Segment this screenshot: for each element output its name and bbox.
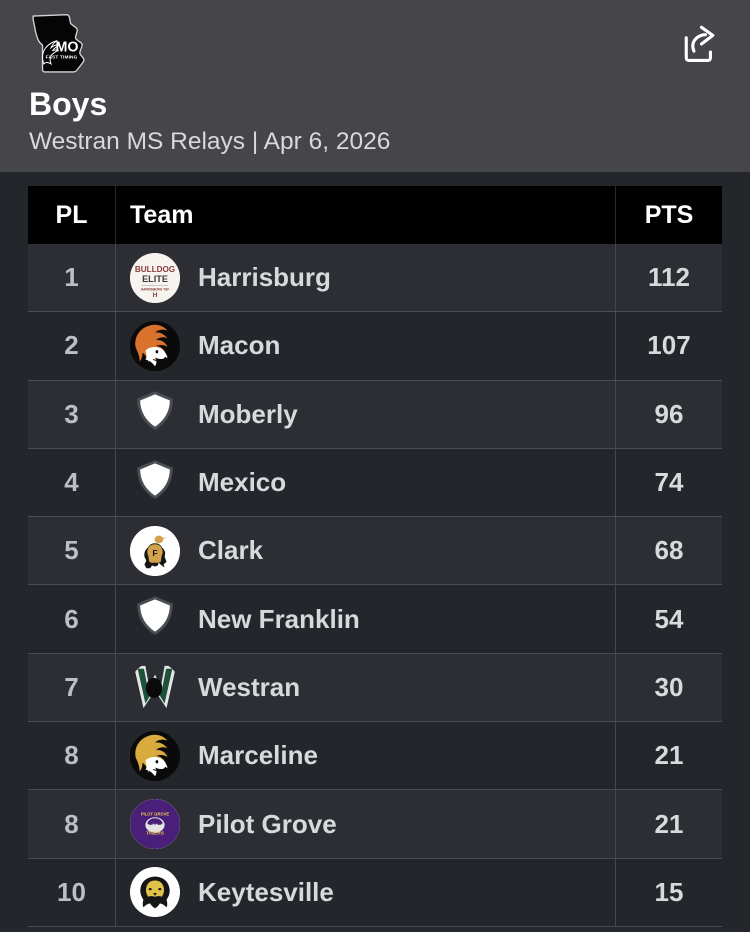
svg-text:H: H — [153, 292, 158, 299]
svg-text:ELITE: ELITE — [142, 273, 168, 283]
svg-text:MO: MO — [55, 39, 78, 55]
svg-text:BULLDOG: BULLDOG — [135, 265, 175, 274]
svg-text:F: F — [152, 548, 157, 558]
svg-text:TIGERS: TIGERS — [146, 831, 165, 837]
svg-text:HARRISBURG T&F: HARRISBURG T&F — [141, 287, 169, 291]
svg-text:PILOT GROVE: PILOT GROVE — [141, 811, 169, 816]
